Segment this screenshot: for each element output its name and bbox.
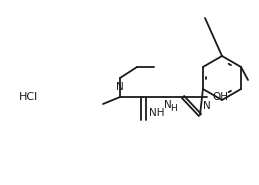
Text: OH: OH	[212, 92, 228, 102]
Text: H: H	[170, 104, 177, 113]
Text: N: N	[164, 100, 172, 110]
Text: N: N	[203, 101, 211, 111]
Text: NH: NH	[149, 108, 164, 118]
Text: N: N	[116, 82, 124, 92]
Text: HCl: HCl	[18, 92, 38, 102]
